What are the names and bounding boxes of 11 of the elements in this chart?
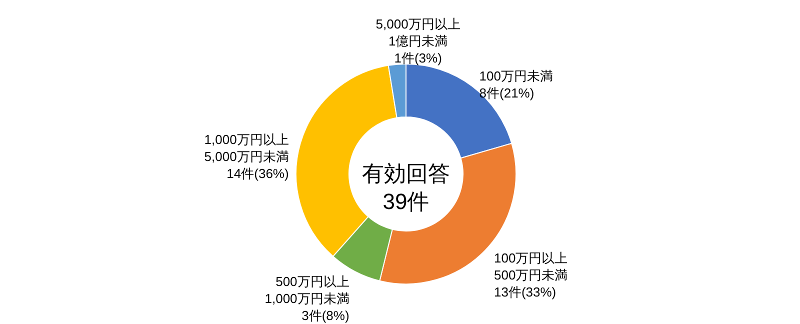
data-label: 3件(8%) — [302, 308, 350, 324]
text: 有効回答 39件 — [362, 161, 450, 214]
data-label: 13件(33%) — [494, 284, 556, 300]
slice-label: 100万円未満 — [479, 68, 553, 84]
data-label: 14件(36%) — [226, 166, 289, 182]
data-label: 8件(21%) — [479, 85, 534, 100]
slice-label: 1,000万円以上 5,000万円未満 — [204, 132, 289, 164]
slice-label: 5,000万円以上 1億円未満 — [376, 16, 460, 48]
data-label: 1件(3%) — [394, 50, 442, 66]
slice-label: 100万円以上 500万円未満 — [494, 250, 568, 283]
slice-label: 500万円以上 1,000万円未満 — [264, 274, 350, 306]
